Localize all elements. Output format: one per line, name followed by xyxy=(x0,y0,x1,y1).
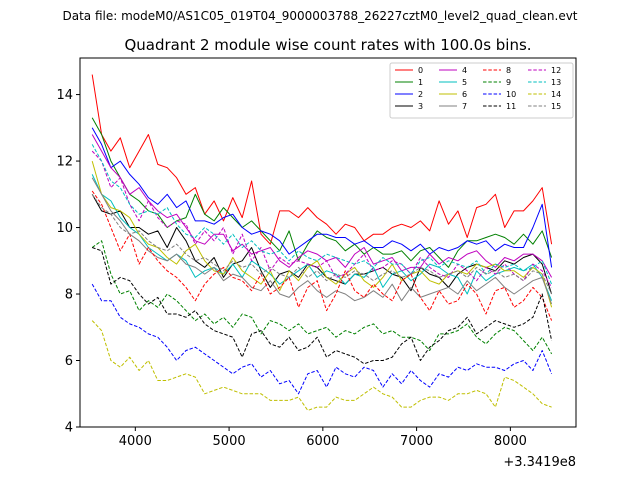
series-layer xyxy=(91,74,553,411)
figure-suptitle: Data file: modeM0/AS1C05_019T04_90000037… xyxy=(62,9,577,23)
legend-label-5: 5 xyxy=(462,78,467,87)
legend-label-8: 8 xyxy=(506,66,511,75)
series-line-10 xyxy=(91,283,553,395)
legend-frame xyxy=(389,62,574,119)
series-line-4 xyxy=(91,134,553,278)
series-line-13 xyxy=(91,144,553,285)
x-tick-label: 7000 xyxy=(400,434,433,449)
legend-label-15: 15 xyxy=(551,102,561,111)
legend-label-4: 4 xyxy=(462,66,467,75)
chart-title: Quadrant 2 module wise count rates with … xyxy=(124,36,531,54)
y-tick-label: 12 xyxy=(56,155,73,170)
series-line-11 xyxy=(92,247,553,365)
legend-label-0: 0 xyxy=(418,66,423,75)
legend-label-9: 9 xyxy=(506,78,511,87)
series-line-8 xyxy=(91,190,553,321)
x-tick-label: 4000 xyxy=(119,434,152,449)
y-axis-ticks: 4 6 8 10 12 14 xyxy=(56,88,80,436)
series-line-6 xyxy=(91,160,553,308)
x-tick-label: 8000 xyxy=(494,434,527,449)
y-tick-label: 10 xyxy=(56,221,73,236)
legend-label-14: 14 xyxy=(551,90,561,99)
x-tick-label: 6000 xyxy=(306,434,339,449)
x-tick-label: 5000 xyxy=(213,434,246,449)
legend-label-3: 3 xyxy=(418,102,423,111)
series-line-14 xyxy=(91,320,552,411)
y-tick-label: 6 xyxy=(65,354,73,369)
x-axis-offset-label: +3.3419e8 xyxy=(503,455,576,470)
y-tick-label: 14 xyxy=(56,88,73,103)
series-line-9 xyxy=(91,240,553,355)
series-line-3 xyxy=(91,194,553,295)
series-line-0 xyxy=(91,74,553,245)
legend-label-2: 2 xyxy=(418,90,423,99)
series-line-7 xyxy=(91,177,553,305)
series-line-12 xyxy=(91,150,553,288)
x-axis-ticks: 4000 5000 6000 7000 8000 xyxy=(119,427,527,449)
legend-label-11: 11 xyxy=(506,102,516,111)
legend-label-10: 10 xyxy=(506,90,516,99)
legend-label-13: 13 xyxy=(551,78,561,87)
axes-frame xyxy=(79,57,577,428)
legend-label-12: 12 xyxy=(551,66,561,75)
legend-label-7: 7 xyxy=(462,102,467,111)
legend-label-1: 1 xyxy=(418,78,423,87)
series-line-2 xyxy=(91,127,553,268)
y-tick-label: 4 xyxy=(65,421,73,436)
legend-label-6: 6 xyxy=(462,90,467,99)
series-line-15 xyxy=(91,194,553,295)
y-tick-label: 8 xyxy=(65,288,73,303)
